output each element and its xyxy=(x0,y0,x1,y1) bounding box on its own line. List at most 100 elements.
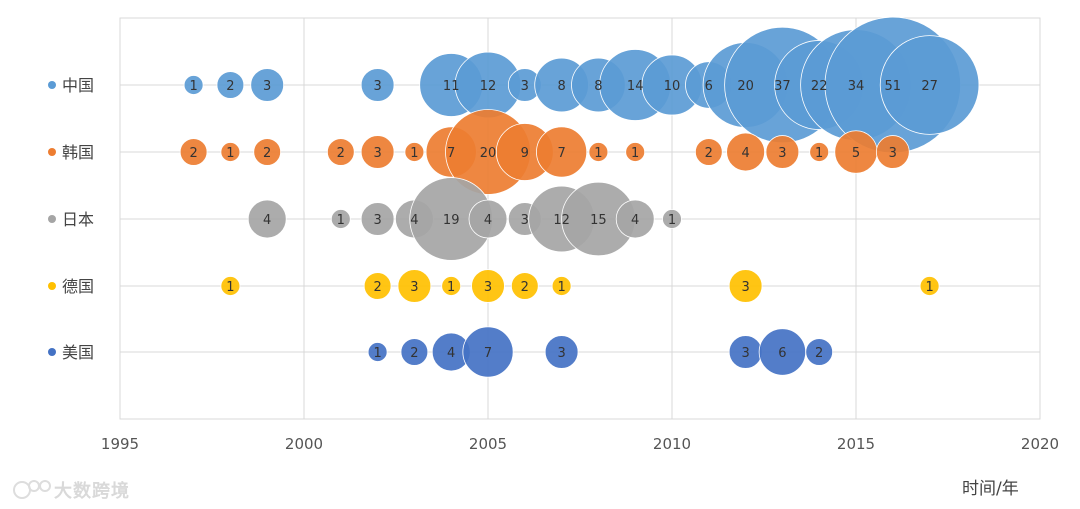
bubble xyxy=(510,272,539,300)
y-category-label: 中国 xyxy=(62,76,94,95)
bubble xyxy=(363,272,392,300)
y-category-label: 德国 xyxy=(62,277,94,296)
bubble xyxy=(615,199,655,239)
bubble-value-label: 1 xyxy=(447,280,455,295)
bubble-value-label: 6 xyxy=(778,346,786,361)
bubble xyxy=(694,138,723,166)
bubble-value-label: 3 xyxy=(521,79,529,94)
bubble-value-label: 2 xyxy=(226,79,234,94)
bubble-value-label: 7 xyxy=(484,346,492,361)
bubble-value-label: 1 xyxy=(594,146,602,161)
bubble xyxy=(253,138,282,166)
bubble-value-label: 1 xyxy=(410,146,418,161)
bubble xyxy=(367,342,388,362)
bubble-value-label: 5 xyxy=(852,146,860,161)
bubble xyxy=(728,269,763,303)
legend-marker xyxy=(48,148,56,156)
bubble-value-label: 1 xyxy=(226,146,234,161)
bubble-value-label: 1 xyxy=(668,213,676,228)
bubble-value-label: 8 xyxy=(594,79,602,94)
bubble xyxy=(330,209,351,229)
bubble-value-label: 2 xyxy=(263,146,271,161)
x-tick-label: 2005 xyxy=(469,435,507,453)
bubble-value-label: 22 xyxy=(811,79,828,94)
bubble xyxy=(875,135,910,169)
bubble xyxy=(183,75,204,95)
bubble-value-label: 6 xyxy=(705,79,713,94)
bubble xyxy=(404,142,425,162)
bubble xyxy=(765,135,800,169)
bubble-value-label: 8 xyxy=(557,79,565,94)
watermark: 大数跨境 xyxy=(12,476,152,502)
bubble-value-label: 1 xyxy=(631,146,639,161)
bubble-value-label: 1 xyxy=(373,346,381,361)
bubble-value-label: 3 xyxy=(557,346,565,361)
x-tick-label: 2010 xyxy=(653,435,691,453)
bubble-value-label: 34 xyxy=(848,79,865,94)
bubble xyxy=(250,68,285,102)
bubble xyxy=(220,142,241,162)
bubble-value-label: 3 xyxy=(741,346,749,361)
bubble xyxy=(536,126,588,178)
watermark-text: 大数跨境 xyxy=(54,481,130,502)
bubble xyxy=(400,338,429,366)
y-category-label: 日本 xyxy=(62,210,94,229)
bubble-value-label: 3 xyxy=(521,213,529,228)
bubble-value-label: 7 xyxy=(447,146,455,161)
bubble-value-label: 20 xyxy=(480,146,497,161)
x-axis-title: 时间/年 xyxy=(962,479,1019,499)
bubble xyxy=(360,202,395,236)
bubble-value-label: 4 xyxy=(484,213,492,228)
bubble-value-label: 3 xyxy=(373,146,381,161)
bubble-value-label: 3 xyxy=(778,146,786,161)
x-tick-label: 2020 xyxy=(1021,435,1059,453)
watermark-logo-icon xyxy=(13,480,51,499)
bubble-value-label: 3 xyxy=(373,79,381,94)
bubble xyxy=(360,68,395,102)
bubble-value-label: 2 xyxy=(815,346,823,361)
bubble-value-label: 1 xyxy=(337,213,345,228)
bubble-value-label: 37 xyxy=(774,79,791,94)
bubble xyxy=(588,142,609,162)
bubble xyxy=(360,135,395,169)
bubble xyxy=(468,199,508,239)
bubble xyxy=(809,142,830,162)
bubble-value-label: 51 xyxy=(885,79,902,94)
bubble xyxy=(441,276,462,296)
bubble-value-label: 19 xyxy=(443,213,460,228)
bubble-value-label: 3 xyxy=(484,280,492,295)
bubble-value-label: 4 xyxy=(263,213,271,228)
bubble-value-label: 20 xyxy=(737,79,754,94)
legend-marker xyxy=(48,348,56,356)
bubble-value-label: 4 xyxy=(410,213,418,228)
bubble-value-label: 14 xyxy=(627,79,644,94)
bubble-value-label: 11 xyxy=(443,79,460,94)
bubble-value-label: 4 xyxy=(447,346,455,361)
y-category-label: 韩国 xyxy=(62,143,94,162)
bubble xyxy=(544,335,579,369)
bubble xyxy=(216,71,245,99)
legend-marker xyxy=(48,282,56,290)
bubble-value-label: 1 xyxy=(815,146,823,161)
bubble xyxy=(471,269,505,303)
bubble-value-label: 2 xyxy=(410,346,418,361)
x-tick-label: 1995 xyxy=(101,435,139,453)
legend-marker xyxy=(48,215,56,223)
bubble-value-label: 2 xyxy=(337,146,345,161)
bubble-value-label: 15 xyxy=(590,213,607,228)
bubble-value-label: 2 xyxy=(189,146,197,161)
bubble xyxy=(919,276,940,296)
bubble-value-label: 2 xyxy=(521,280,529,295)
legend-marker xyxy=(48,81,56,89)
bubble-value-label: 3 xyxy=(741,280,749,295)
bubble-value-label: 27 xyxy=(921,79,938,94)
bubble xyxy=(326,138,355,166)
bubble xyxy=(179,138,208,166)
y-category-label: 美国 xyxy=(62,343,94,362)
bubble xyxy=(247,199,287,239)
x-tick-label: 2015 xyxy=(837,435,875,453)
bubble xyxy=(726,132,765,172)
bubble-value-label: 3 xyxy=(263,79,271,94)
bubble-value-label: 3 xyxy=(410,280,418,295)
